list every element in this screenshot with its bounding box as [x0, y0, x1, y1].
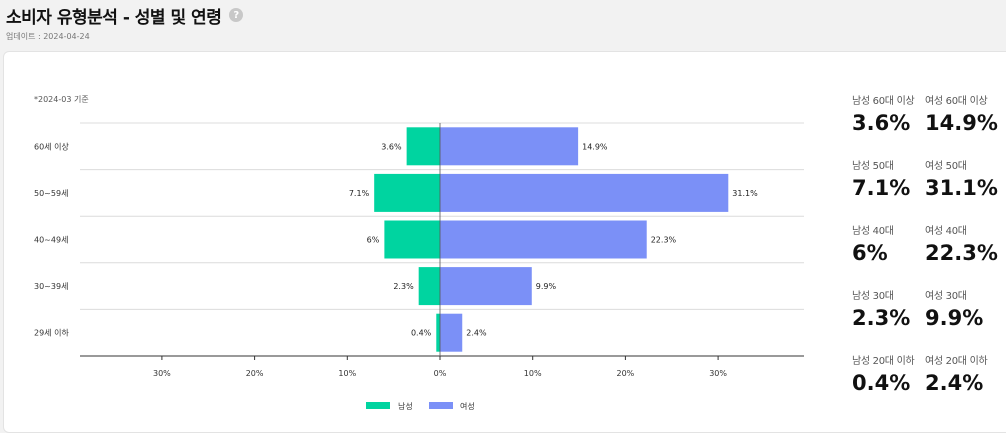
stat-label: 남성 50대 [852, 161, 894, 172]
data-label-male: 3.6% [381, 142, 402, 151]
stat-label: 남성 40대 [852, 226, 894, 237]
stat-female: 여성 60대 이상 14.9% [925, 92, 998, 157]
stat-value: 9.9% [925, 306, 984, 330]
stat-row-20s: 남성 20대 이하 0.4% 여성 20대 이하 2.4% [852, 352, 998, 417]
data-label-female: 2.4% [466, 329, 487, 338]
data-label-female: 22.3% [651, 236, 677, 245]
y-tick-label: 30~39세 [34, 282, 68, 291]
x-tick-label: 10% [524, 369, 542, 378]
bar-male [436, 313, 440, 352]
stat-value: 3.6% [852, 111, 911, 135]
stat-label: 여성 30대 [925, 291, 967, 302]
stat-value: 2.3% [852, 306, 911, 330]
stat-value: 14.9% [925, 111, 998, 135]
y-tick-label: 50~59세 [34, 189, 68, 198]
stat-label: 남성 30대 [852, 291, 894, 302]
data-label-male: 0.4% [411, 329, 432, 338]
stat-label: 남성 60대 이상 [852, 96, 915, 107]
stat-label: 여성 60대 이상 [925, 96, 988, 107]
stat-label: 여성 50대 [925, 161, 967, 172]
question-circle-icon[interactable]: ? [229, 8, 244, 22]
x-tick-label: 30% [709, 369, 727, 378]
page-title: 소비자 유형분석 - 성별 및 연령 [6, 7, 222, 28]
data-label-male: 6% [367, 236, 380, 245]
population-pyramid-chart: *2024-03 기준 60세 이상 3.6% 14.9% 50~59세 7.1% 31.1… [34, 95, 804, 411]
stat-value: 22.3% [925, 241, 998, 265]
bar-male [406, 127, 440, 166]
update-date: 업데이트 : 2024-04-24 [6, 32, 90, 41]
x-tick-label: 30% [153, 369, 171, 378]
legend-label-female: 여성 [460, 401, 475, 411]
stat-male: 남성 20대 이하 0.4% [852, 352, 925, 417]
stat-row-30s: 남성 30대 2.3% 여성 30대 9.9% [852, 287, 998, 352]
stat-label: 여성 40대 [925, 226, 967, 237]
x-tick-label: 20% [617, 369, 635, 378]
bar-male [418, 267, 440, 306]
data-label-male: 2.3% [393, 282, 414, 291]
x-tick-label: 20% [246, 369, 264, 378]
stat-label: 남성 20대 이하 [852, 356, 915, 367]
stat-female: 여성 20대 이하 2.4% [925, 352, 998, 417]
stat-value: 31.1% [925, 176, 998, 200]
legend-swatch-female [429, 402, 453, 409]
page-header: 소비자 유형분석 - 성별 및 연령 ? 업데이트 : 2024-04-24 [6, 2, 244, 50]
stat-value: 6% [852, 241, 888, 265]
bar-female [440, 313, 463, 352]
bar-male [384, 220, 440, 259]
stat-value: 2.4% [925, 371, 984, 395]
bar-male [374, 173, 440, 212]
stat-value: 0.4% [852, 371, 911, 395]
stat-row-50s: 남성 50대 7.1% 여성 50대 31.1% [852, 157, 998, 222]
stat-row-60s: 남성 60대 이상 3.6% 여성 60대 이상 14.9% [852, 92, 998, 157]
stat-male: 남성 50대 7.1% [852, 157, 925, 222]
legend-swatch-male [366, 402, 390, 409]
bar-female [440, 173, 729, 212]
stat-value: 7.1% [852, 176, 911, 200]
bar-female [440, 220, 647, 259]
data-label-female: 14.9% [582, 142, 608, 151]
stat-male: 남성 60대 이상 3.6% [852, 92, 925, 157]
legend-label-male: 남성 [398, 402, 413, 411]
y-tick-label: 29세 이하 [34, 328, 69, 338]
data-label-female: 9.9% [536, 282, 557, 291]
data-label-male: 7.1% [349, 189, 370, 198]
stats-panel: 남성 60대 이상 3.6% 여성 60대 이상 14.9% 남성 50대 7.… [852, 92, 998, 417]
x-tick-label: 10% [338, 369, 356, 378]
y-tick-label: 40~49세 [34, 236, 68, 245]
stat-row-40s: 남성 40대 6% 여성 40대 22.3% [852, 222, 998, 287]
chart-card: *2024-03 기준 60세 이상 3.6% 14.9% 50~59세 7.1% 31.1… [3, 51, 1006, 433]
stat-female: 여성 30대 9.9% [925, 287, 998, 352]
stat-female: 여성 40대 22.3% [925, 222, 998, 287]
stat-label: 여성 20대 이하 [925, 356, 988, 367]
data-label-female: 31.1% [732, 189, 758, 198]
x-tick-label: 0% [434, 369, 447, 378]
stat-male: 남성 40대 6% [852, 222, 925, 287]
stat-female: 여성 50대 31.1% [925, 157, 998, 222]
y-tick-label: 60세 이상 [34, 141, 69, 151]
chart-note: *2024-03 기준 [34, 95, 89, 104]
bar-female [440, 267, 532, 306]
bar-female [440, 127, 579, 166]
stat-male: 남성 30대 2.3% [852, 287, 925, 352]
